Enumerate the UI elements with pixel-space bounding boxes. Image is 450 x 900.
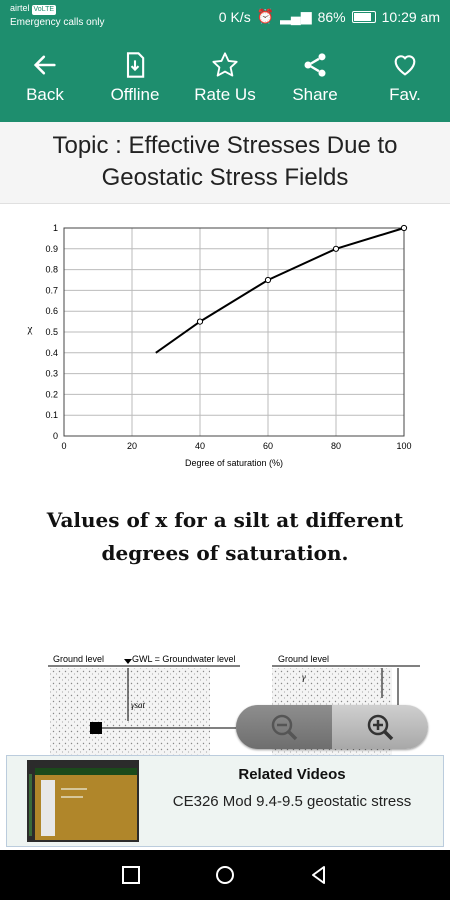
x-tick-label: 100 — [396, 441, 411, 451]
favorite-button[interactable]: Fav. — [360, 34, 450, 122]
y-tick-label: 0 — [53, 431, 58, 441]
rate-us-label: Rate Us — [194, 85, 256, 104]
saturation-chart: 0 20 40 60 80 100 0 0.1 0.2 0.3 0.4 0.5 0.6 0.7 0.8 0.9… — [27, 223, 412, 468]
y-tick-label: 0.6 — [45, 306, 58, 316]
share-button[interactable]: Share — [270, 34, 360, 122]
chart-caption: Values of x for a silt at different degr… — [20, 504, 430, 570]
battery-percent: 86% — [317, 8, 346, 25]
y-tick-label: 0.1 — [45, 410, 58, 420]
zoom-in-button[interactable] — [332, 705, 428, 749]
android-nav-bar — [0, 850, 450, 900]
share-label: Share — [292, 85, 338, 104]
data-point — [400, 224, 408, 232]
emergency-text: Emergency calls only — [10, 17, 105, 28]
share-icon — [304, 53, 326, 77]
topic-heading: Topic : Effective Stresses Due to Geosta… — [0, 122, 450, 204]
gamma-sat-label: γsat — [131, 700, 146, 710]
gamma-label: γ — [302, 672, 306, 682]
status-right: 0 K/s ⏰ ▂▄▆ 86% 10:29 am — [219, 8, 440, 25]
video-thumbnail-image — [27, 760, 139, 842]
rate-us-button[interactable]: Rate Us — [180, 34, 270, 122]
gwl-marker-icon — [124, 659, 132, 664]
network-speed: 0 K/s — [218, 8, 251, 25]
soil-element-marker — [90, 722, 102, 734]
topic-line-2: Geostatic Stress Fields — [101, 164, 349, 191]
x-tick-label: 40 — [195, 441, 205, 451]
plot-frame — [63, 227, 405, 437]
clock: 10:29 am — [381, 8, 440, 25]
carrier: airtel VoLTE — [10, 3, 57, 15]
back-button[interactable]: Back — [0, 34, 90, 122]
zoom-control — [236, 705, 428, 749]
y-tick-label: 0.4 — [45, 348, 58, 358]
data-point — [332, 245, 340, 252]
topic-line-1: Topic : Effective Stresses Due to — [52, 132, 398, 159]
offline-label: Offline — [110, 85, 160, 104]
left-soil-block — [50, 668, 210, 761]
zoom-out-button[interactable] — [236, 705, 332, 749]
video-thumbnail[interactable] — [27, 760, 139, 842]
x-tick-label: 20 — [127, 441, 137, 451]
x-axis-label: Degree of saturation (%) — [185, 458, 283, 468]
back-triangle-icon[interactable] — [307, 863, 331, 887]
diagram-gwl-label: GWL = Groundwater level — [132, 654, 235, 664]
signal-icon: ▂▄▆ — [280, 8, 312, 24]
x-tick-label: 0 — [61, 441, 66, 451]
data-point — [264, 276, 272, 284]
zoom-out-icon — [271, 714, 298, 741]
caption-line-2: degrees of saturation. — [101, 541, 349, 565]
home-icon[interactable] — [213, 863, 237, 887]
y-tick-label: 0.9 — [45, 244, 58, 254]
diagram-right-ground-label: Ground level — [278, 654, 329, 664]
heart-icon — [394, 55, 416, 76]
y-tick-label: 0.7 — [45, 285, 58, 295]
star-icon — [212, 52, 238, 77]
related-video-name[interactable]: CE326 Mod 9.4-9.5 geostatic stress — [172, 793, 412, 810]
back-label: Back — [26, 85, 64, 104]
diagram-left-ground-label: Ground level — [53, 654, 104, 664]
y-tick-label: 0.3 — [45, 369, 58, 379]
recent-apps-icon[interactable] — [119, 863, 143, 887]
download-document-icon — [126, 52, 145, 78]
y-tick-label: 0.2 — [45, 389, 58, 399]
related-videos-title: Related Videos — [238, 766, 346, 783]
x-tick-label: 80 — [331, 441, 341, 451]
favorite-label: Fav. — [389, 85, 421, 104]
status-bar: airtel VoLTE Emergency calls only 0 K/s ⏰… — [0, 0, 450, 34]
app-toolbar: Back Offline Rate Us Share Fav. — [0, 34, 450, 122]
y-tick-label: 1 — [53, 223, 58, 233]
data-point — [196, 318, 204, 325]
battery-icon — [351, 10, 376, 23]
y-tick-label: 0.5 — [45, 327, 58, 337]
volte-badge: VoLTE — [31, 5, 57, 15]
offline-button[interactable]: Offline — [90, 34, 180, 122]
alarm-icon: ⏰ — [256, 8, 275, 24]
related-videos-card[interactable]: Related Videos CE326 Mod 9.4-9.5 geostat… — [6, 755, 444, 847]
x-tick-label: 60 — [263, 441, 273, 451]
y-axis-label: χ — [27, 323, 33, 335]
back-arrow-icon — [33, 55, 56, 75]
y-tick-label: 0.8 — [45, 265, 58, 275]
caption-line-1: Values of x for a silt at different — [46, 508, 404, 532]
zoom-in-icon — [367, 714, 394, 741]
